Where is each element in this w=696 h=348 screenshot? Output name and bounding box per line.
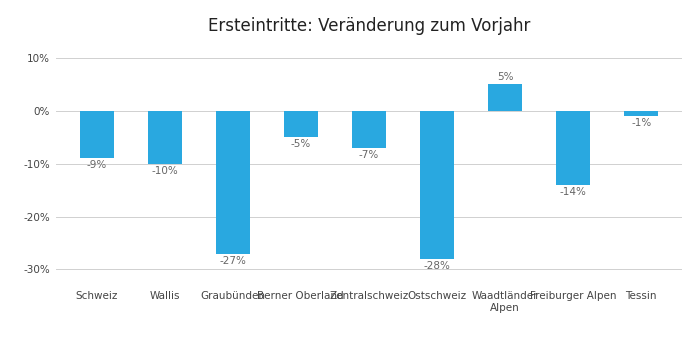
Text: 5%: 5% [497,72,514,82]
Bar [148,111,182,164]
Text: -10%: -10% [151,166,178,176]
Text: -7%: -7% [358,150,379,160]
Bar [420,111,454,259]
Bar [79,111,113,158]
Text: -5%: -5% [291,139,311,149]
Bar [284,111,318,137]
Bar [488,84,522,111]
Text: -1%: -1% [631,118,651,128]
Bar [624,111,658,116]
Bar [216,111,250,254]
Text: -27%: -27% [219,256,246,266]
Bar [352,111,386,148]
Text: -28%: -28% [424,261,450,271]
Bar [556,111,590,185]
Text: -14%: -14% [560,187,587,197]
Title: Ersteintritte: Veränderung zum Vorjahr: Ersteintritte: Veränderung zum Vorjahr [207,17,530,35]
Text: -9%: -9% [86,160,106,171]
